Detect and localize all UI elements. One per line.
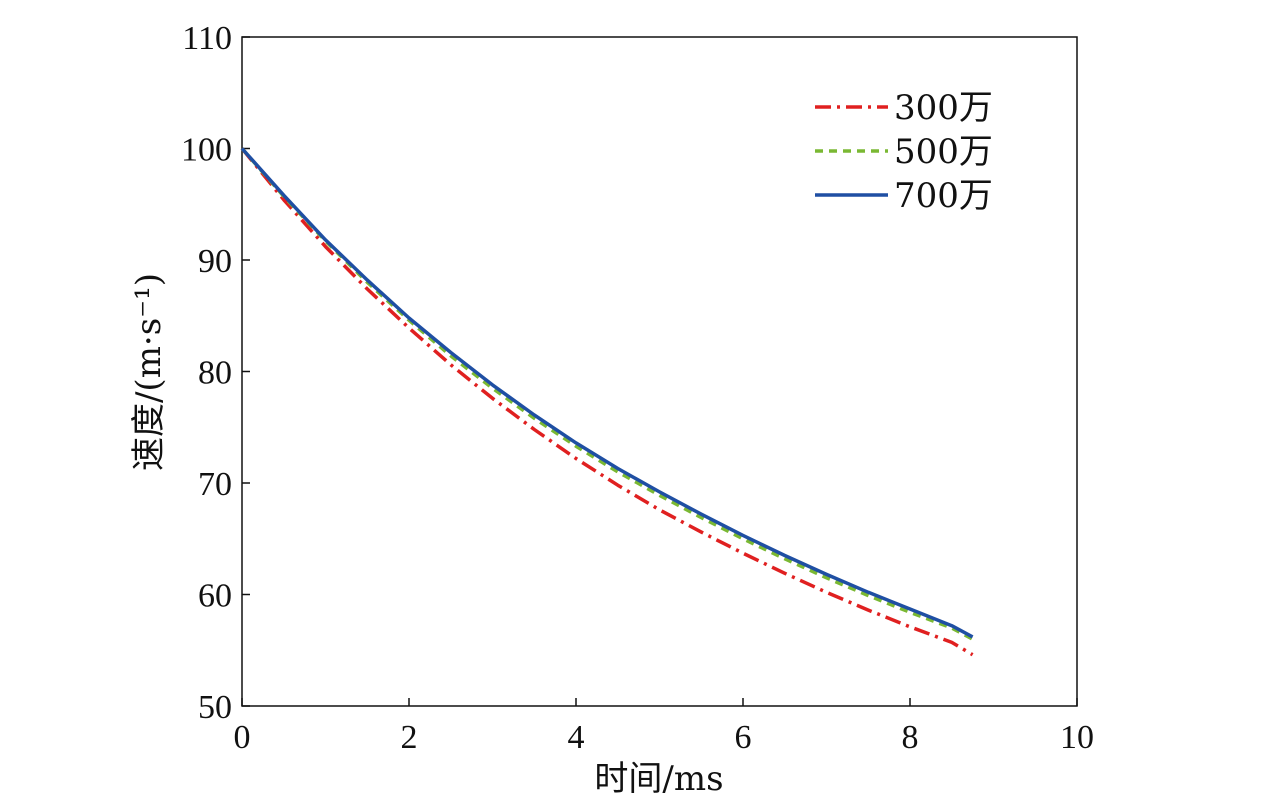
y-tick-label: 50 bbox=[198, 689, 232, 726]
y-tick-label: 60 bbox=[198, 578, 232, 615]
y-tick-label: 90 bbox=[198, 243, 232, 280]
x-tick-label: 6 bbox=[735, 719, 752, 756]
y-tick-label: 100 bbox=[181, 132, 232, 169]
x-axis-title: 时间/ms bbox=[594, 759, 723, 799]
series-line-1 bbox=[240, 147, 974, 657]
x-tick-label: 0 bbox=[234, 719, 251, 756]
axis-ticks: 0 2 4 6 8 10 50 60 70 80 90 100 110 bbox=[181, 20, 1094, 756]
y-tick-label: 110 bbox=[182, 20, 232, 57]
x-tick-label: 10 bbox=[1060, 719, 1094, 756]
series-layer bbox=[240, 147, 974, 657]
y-tick-label: 80 bbox=[198, 355, 232, 392]
series-line-3 bbox=[240, 147, 974, 639]
x-tick-label: 4 bbox=[568, 719, 585, 756]
series-line-2 bbox=[240, 147, 974, 641]
y-tick-label: 70 bbox=[198, 466, 232, 503]
legend-label: 300万 bbox=[894, 88, 993, 128]
legend-label: 700万 bbox=[894, 176, 993, 216]
x-tick-label: 8 bbox=[902, 719, 919, 756]
y-axis-title: 速度/(m·s⁻¹) bbox=[129, 273, 169, 471]
x-tick-label: 2 bbox=[401, 719, 418, 756]
legend-label: 500万 bbox=[894, 132, 993, 172]
